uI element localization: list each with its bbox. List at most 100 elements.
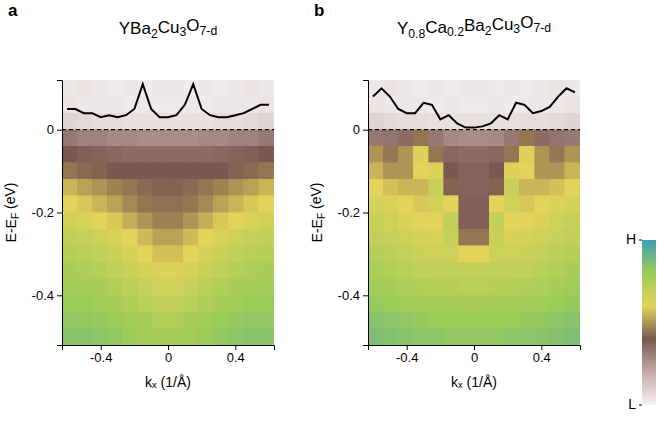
- heatmap-cell: [153, 179, 168, 196]
- heatmap-cell: [565, 130, 580, 147]
- axis-line: [57, 81, 63, 346]
- heatmap-cell: [213, 213, 228, 230]
- heatmap-cell: [259, 246, 274, 263]
- heatmap-cell: [213, 312, 228, 329]
- heatmap-cell: [550, 279, 565, 296]
- heatmap-cell: [444, 295, 459, 312]
- heatmap-cell: [535, 179, 550, 196]
- x-axis-title: kₓ (1/Å): [145, 374, 191, 390]
- heatmap-cell: [77, 113, 92, 130]
- heatmap-cell: [168, 80, 183, 97]
- heatmap-cell: [138, 312, 153, 329]
- heatmap-cell: [550, 262, 565, 279]
- heatmap-cell: [168, 246, 183, 263]
- heatmap-cell: [413, 196, 428, 213]
- heatmap-cell: [459, 279, 474, 296]
- heatmap-cell: [77, 196, 92, 213]
- heatmap-cell: [244, 295, 259, 312]
- heatmap-cell: [474, 229, 489, 246]
- heatmap-cell: [138, 146, 153, 163]
- heatmap-cell: [244, 213, 259, 230]
- heatmap-cell: [535, 229, 550, 246]
- heatmap-cell: [474, 179, 489, 196]
- heatmap-cell: [168, 179, 183, 196]
- y-axis-title: E-EF (eV): [308, 183, 327, 243]
- tick: -0.4: [32, 288, 62, 303]
- fermi-level-line: [368, 129, 580, 130]
- heatmap-cell: [429, 130, 444, 147]
- heatmap-cell: [77, 312, 92, 329]
- plot-area: [62, 80, 274, 345]
- panel: -0.400.40-0.2-0.4kₓ (1/Å)E-EF (eV)YBa2Cu…: [2, 1, 275, 390]
- heatmap-cell: [92, 295, 107, 312]
- heatmap-cell: [213, 246, 228, 263]
- heatmap-cell: [213, 295, 228, 312]
- heatmap-cell: [429, 279, 444, 296]
- heatmap-cell: [444, 97, 459, 114]
- heatmap-cell: [474, 97, 489, 114]
- heatmap-cell: [229, 213, 244, 230]
- colorbar-tick: [639, 240, 642, 241]
- x-axis: -0.400.4: [63, 345, 275, 365]
- heatmap-cell: [429, 312, 444, 329]
- heatmap-cell: [92, 279, 107, 296]
- heatmap-cell: [229, 328, 244, 345]
- heatmap-cell: [459, 80, 474, 97]
- heatmap-cell: [62, 295, 77, 312]
- heatmap-cell: [413, 295, 428, 312]
- heatmap-cell: [138, 295, 153, 312]
- heatmap-cell: [107, 295, 122, 312]
- heatmap-cell: [62, 328, 77, 345]
- heatmap-cell: [565, 279, 580, 296]
- heatmap-cell: [489, 179, 504, 196]
- heatmap-cell: [489, 163, 504, 180]
- heatmap-cell: [519, 229, 534, 246]
- heatmap-cell: [229, 262, 244, 279]
- heatmap-cell: [92, 130, 107, 147]
- heatmap-cell: [138, 113, 153, 130]
- heatmap-cell: [535, 130, 550, 147]
- heatmap-cell: [519, 279, 534, 296]
- heatmap-cell: [92, 262, 107, 279]
- heatmap-cell: [153, 97, 168, 114]
- heatmap-cell: [550, 146, 565, 163]
- heatmap-cell: [535, 262, 550, 279]
- heatmap-cell: [62, 179, 77, 196]
- heatmap-cell: [123, 213, 138, 230]
- heatmap-cell: [107, 312, 122, 329]
- heatmap-cell: [535, 163, 550, 180]
- heatmap-cell: [368, 312, 383, 329]
- heatmap-cell: [489, 279, 504, 296]
- heatmap-cell: [153, 196, 168, 213]
- heatmap-cell: [77, 328, 92, 345]
- heatmap-cell: [565, 179, 580, 196]
- heatmap-cell: [168, 279, 183, 296]
- heatmap-cell: [198, 163, 213, 180]
- heatmap-cell: [519, 179, 534, 196]
- axis-line: [363, 81, 369, 346]
- heatmap-cell: [383, 213, 398, 230]
- heatmap-cell: [153, 295, 168, 312]
- heatmap-cell: [77, 213, 92, 230]
- heatmap-cell: [92, 229, 107, 246]
- heatmap-cell: [550, 213, 565, 230]
- heatmap-cell: [244, 146, 259, 163]
- heatmap-cell: [459, 229, 474, 246]
- heatmap-cell: [519, 328, 534, 345]
- heatmap-cell: [459, 163, 474, 180]
- heatmap-cell: [550, 130, 565, 147]
- heatmap-cell: [519, 130, 534, 147]
- heatmap-cell: [198, 146, 213, 163]
- heatmap-cell: [213, 163, 228, 180]
- heatmap-cell: [138, 328, 153, 345]
- heatmap-cell: [198, 80, 213, 97]
- heatmap-cell: [459, 246, 474, 263]
- heatmap-cell: [398, 196, 413, 213]
- heatmap-cell: [565, 328, 580, 345]
- heatmap-cell: [519, 312, 534, 329]
- heatmap-cell: [229, 312, 244, 329]
- tick: -0.4: [396, 345, 418, 365]
- heatmap-cell: [62, 279, 77, 296]
- tick-mark: [57, 130, 62, 131]
- heatmap-cell: [444, 229, 459, 246]
